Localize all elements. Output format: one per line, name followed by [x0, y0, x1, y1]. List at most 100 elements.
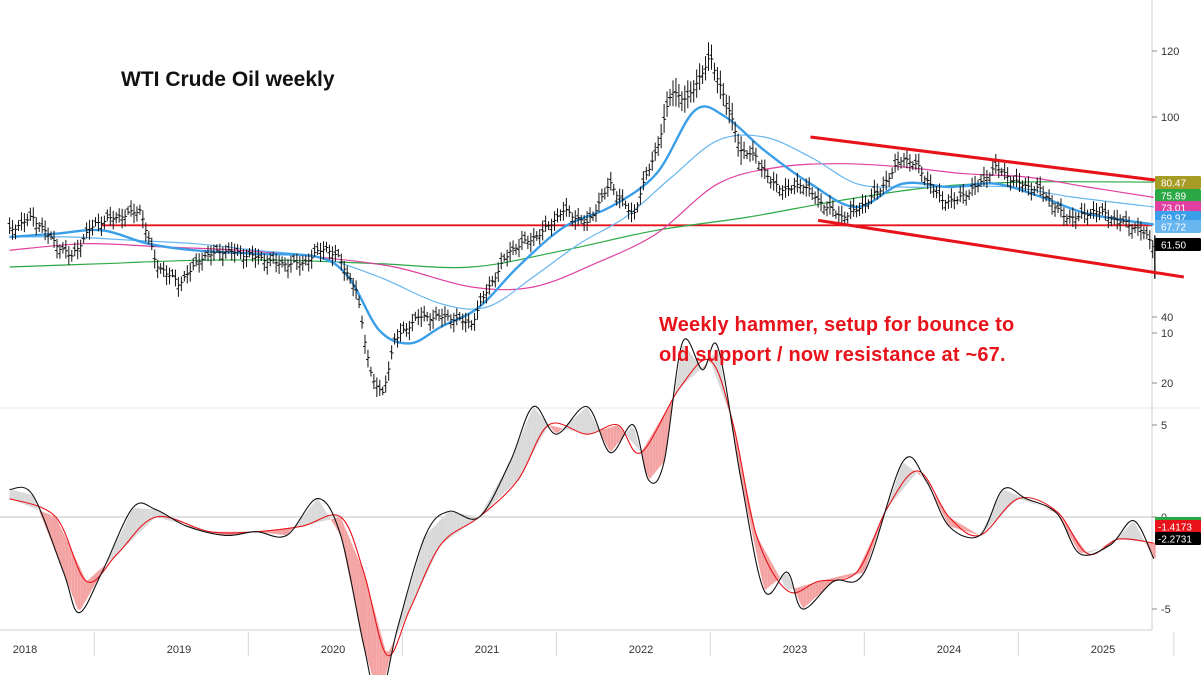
- annotation-line-2: old support / now resistance at ~67.: [659, 344, 1006, 366]
- price-value-badge: 80.47: [1155, 176, 1201, 190]
- oscillator-fill-segment: [909, 467, 913, 481]
- oscillator-fill-segment: [225, 531, 229, 536]
- oscillator-fill-segment: [54, 516, 57, 556]
- oscillator-fill-segment: [187, 525, 191, 527]
- price-value-badge-text: 67.72: [1161, 223, 1186, 234]
- oscillator-fill-segment: [483, 504, 487, 513]
- oscillator-fill-segment: [83, 575, 87, 605]
- oscillator-fill-segment: [975, 532, 978, 535]
- oscillator-fill-segment: [628, 427, 632, 442]
- oscillator-fill-segment: [966, 527, 970, 533]
- oscillator-fill-segment: [89, 576, 93, 594]
- oscillator-fill-segment: [1152, 543, 1156, 559]
- oscillator-fill-segment: [365, 576, 368, 661]
- osc-y-tick-label: 5: [1161, 420, 1167, 432]
- oscillator-fill-segment: [593, 418, 596, 433]
- oscillator-fill-segment: [841, 575, 845, 579]
- oscillator-fill-segment: [646, 438, 650, 480]
- oscillator-fill-segment: [1090, 549, 1094, 553]
- oscillator-fill-segment: [338, 517, 342, 539]
- x-tick-label: 2023: [783, 644, 807, 656]
- oscillator-fill-segment: [942, 507, 946, 520]
- oscillator-fill-segment: [1123, 528, 1127, 540]
- oscillator-fill-segment: [516, 440, 519, 482]
- oscillator-fill-segment: [388, 645, 392, 664]
- axes-layer: 20401001201050-5-10201820192020202120222…: [13, 46, 1201, 656]
- x-tick-label: 2022: [629, 644, 653, 656]
- ma-pink-line: [9, 163, 1154, 291]
- oscillator-fill-segment: [806, 584, 810, 606]
- oscillator-fill-segment: [77, 562, 81, 610]
- price-y-tick-label: 100: [1161, 112, 1179, 124]
- price-value-badge-text: 75.89: [1161, 192, 1186, 203]
- price-y-tick-label: 120: [1161, 46, 1179, 58]
- oscillator-fill-segment: [539, 414, 543, 441]
- oscillator-fill-segment: [601, 428, 605, 442]
- oscillator-fill-segment: [643, 443, 647, 472]
- oscillator-fill-segment: [347, 532, 351, 581]
- oscillator-fill-segment: [367, 587, 371, 672]
- oscillator-fill-segment: [436, 521, 439, 555]
- price-value-badge: 61.50: [1155, 238, 1201, 252]
- oscillator-fill-segment: [557, 427, 561, 434]
- oscillator-fill-segment: [71, 550, 75, 602]
- oscillator-fill-segment: [30, 494, 34, 508]
- oscillator-fill-segment: [510, 454, 514, 488]
- oscillator-signal-line: [9, 358, 1154, 657]
- oscillator-fill-segment: [658, 418, 662, 469]
- oscillator-fill-segment: [145, 508, 149, 527]
- oscillator-fill-segment: [1102, 545, 1106, 548]
- oscillator-fill-segment: [439, 518, 442, 549]
- price-value-badge-text: 80.47: [1161, 179, 1186, 190]
- oscillator-fill-segment: [1132, 522, 1135, 541]
- oscillator-fill-segment: [308, 505, 312, 525]
- oscillator-fill-segment: [74, 556, 78, 610]
- oscillator-fill-segment: [376, 618, 380, 675]
- oscillator-fill-segment: [575, 414, 579, 433]
- price-value-badge-bg: [1155, 189, 1201, 202]
- oscillator-fill-segment: [480, 509, 484, 516]
- oscillator-fill-segment: [616, 425, 620, 445]
- oscillator-fill-segment: [1066, 525, 1070, 537]
- oscillator-fill-segment: [821, 580, 824, 593]
- oscillator-fill-segment: [596, 424, 599, 432]
- oscillator-fill-segment: [62, 531, 66, 579]
- oscillator-fill-segment: [190, 526, 194, 528]
- oscillator-fill-segment: [794, 587, 798, 597]
- oscillator-fill-segment: [409, 578, 413, 611]
- oscillator-fill-segment: [148, 509, 152, 524]
- osc-y-tick-label: 10: [1161, 328, 1173, 340]
- oscillator-fill-segment: [329, 517, 333, 523]
- oscillator-fill-segment: [95, 570, 99, 584]
- oscillator-fill-segment: [362, 568, 365, 650]
- oscillator-fill-segment: [924, 479, 928, 486]
- oscillator-fill-segment: [403, 598, 407, 622]
- oscillator-fill-segment: [447, 511, 451, 540]
- oscillator-fill-segment: [400, 608, 404, 628]
- oscillator-fill-segment: [581, 409, 585, 434]
- chart-title: WTI Crude Oil weekly: [121, 68, 335, 91]
- oscillator-fill-segment: [998, 491, 1002, 518]
- oscillator-fill-segment: [462, 514, 466, 529]
- oscillator-fill-segment: [323, 508, 327, 522]
- annotation-line-1: Weekly hammer, setup for bounce to: [659, 314, 1015, 336]
- oscillator-fill-segment: [877, 522, 881, 535]
- oscillator-fill-segment: [904, 462, 907, 488]
- oscillator-fill-segment: [1040, 505, 1044, 507]
- oscillator-fill-segment: [684, 345, 688, 384]
- oscillator-fill-segment: [317, 498, 321, 523]
- oscillator-fill-segment: [1137, 528, 1141, 542]
- oscillator-fill-segment: [729, 412, 733, 430]
- price-panel: [7, 42, 1185, 398]
- oscillator-fill-segment: [1099, 546, 1103, 549]
- oscillator-fill-segment: [1135, 522, 1138, 542]
- oscillator-fill-segment: [1069, 529, 1073, 542]
- oscillator-fill-segment: [139, 508, 143, 533]
- oscillator-fill-segment: [27, 493, 31, 507]
- oscillator-fill-segment: [548, 425, 552, 429]
- oscillator-fill-segment: [1046, 507, 1050, 510]
- oscillator-fill-segment: [587, 406, 591, 435]
- price-value-badge: 73.01: [1155, 201, 1201, 215]
- ma-light-blue-line: [9, 134, 1154, 310]
- oscillator-fill-segment: [430, 527, 434, 567]
